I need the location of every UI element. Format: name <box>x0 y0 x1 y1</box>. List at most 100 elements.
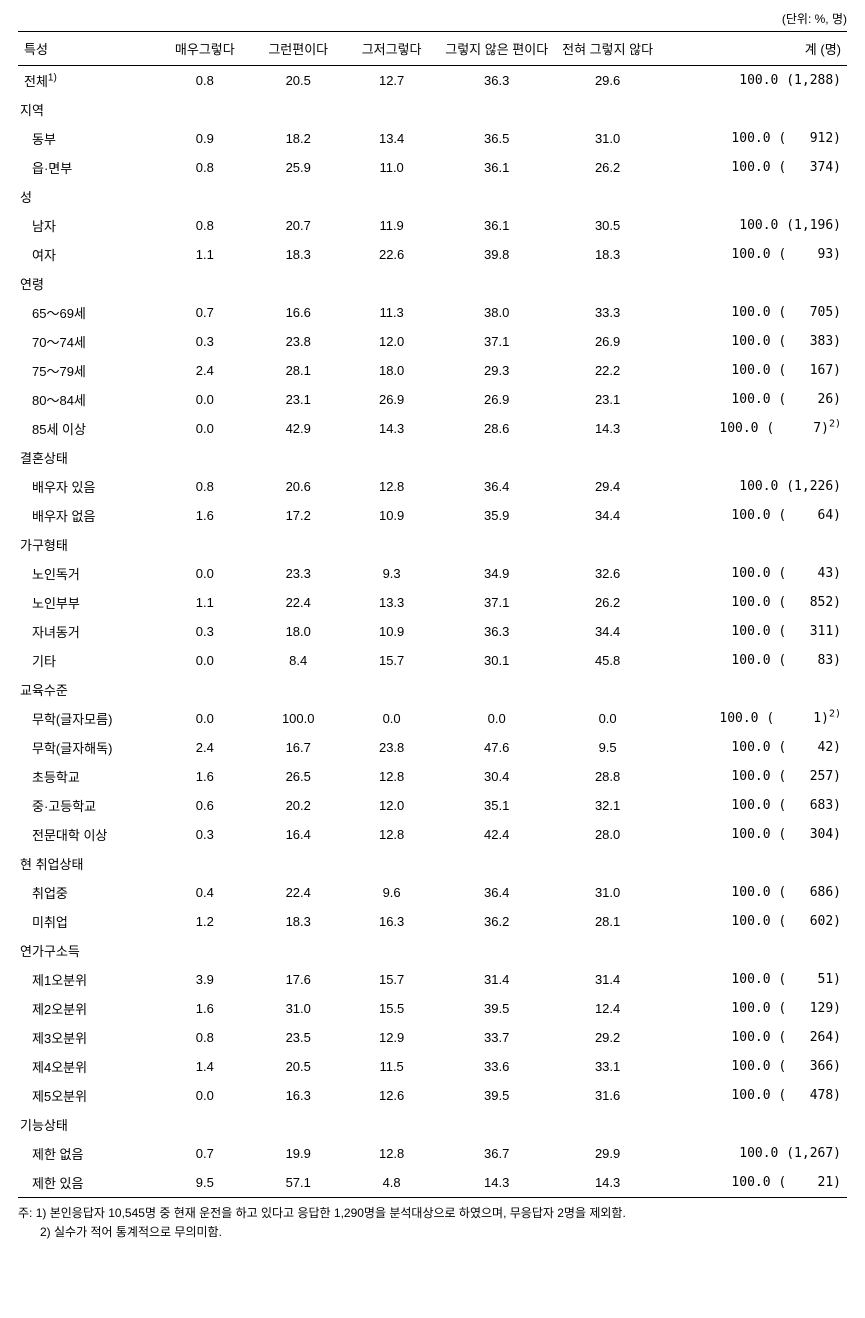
row-label: 제1오분위 <box>18 965 158 994</box>
value-cell: 100.0 <box>252 704 345 733</box>
table-row: 초등학교1.626.512.830.428.8100.0 ( 257) <box>18 762 847 791</box>
value-cell: 16.3 <box>345 907 438 936</box>
value-cell: 1.2 <box>158 907 251 936</box>
value-cell: 36.5 <box>438 124 555 153</box>
value-cell: 29.9 <box>555 1139 660 1168</box>
value-cell: 16.4 <box>252 820 345 849</box>
value-cell: 11.0 <box>345 153 438 182</box>
total-cell: 100.0 ( 311) <box>660 617 847 646</box>
value-cell: 18.3 <box>555 240 660 269</box>
value-cell: 0.6 <box>158 791 251 820</box>
value-cell: 36.1 <box>438 211 555 240</box>
value-cell: 23.8 <box>252 327 345 356</box>
value-cell: 9.5 <box>158 1168 251 1198</box>
value-cell: 34.4 <box>555 501 660 530</box>
value-cell: 1.6 <box>158 501 251 530</box>
value-cell: 32.1 <box>555 791 660 820</box>
empty-cell <box>438 443 555 472</box>
footnote-1: 주: 1) 본인응답자 10,545명 중 현재 운전을 하고 있다고 응답한 … <box>18 1204 847 1223</box>
row-label: 미취업 <box>18 907 158 936</box>
table-row: 취업중0.422.49.636.431.0100.0 ( 686) <box>18 878 847 907</box>
row-label: 제3오분위 <box>18 1023 158 1052</box>
row-label: 무학(글자해독) <box>18 733 158 762</box>
table-row: 제2오분위1.631.015.539.512.4100.0 ( 129) <box>18 994 847 1023</box>
total-cell: 100.0 ( 912) <box>660 124 847 153</box>
value-cell: 1.1 <box>158 240 251 269</box>
value-cell: 37.1 <box>438 588 555 617</box>
table-row: 전체1)0.820.512.736.329.6100.0 (1,288) <box>18 66 847 96</box>
value-cell: 26.9 <box>555 327 660 356</box>
value-cell: 31.4 <box>555 965 660 994</box>
table-section-header: 연령 <box>18 269 847 298</box>
value-cell: 15.5 <box>345 994 438 1023</box>
value-cell: 30.5 <box>555 211 660 240</box>
row-label: 무학(글자모름) <box>18 704 158 733</box>
value-cell: 17.6 <box>252 965 345 994</box>
value-cell: 0.3 <box>158 820 251 849</box>
value-cell: 28.6 <box>438 414 555 443</box>
row-label: 제한 없음 <box>18 1139 158 1168</box>
row-label: 중·고등학교 <box>18 791 158 820</box>
row-label: 노인독거 <box>18 559 158 588</box>
table-row: 기타0.08.415.730.145.8100.0 ( 83) <box>18 646 847 675</box>
table-body: 전체1)0.820.512.736.329.6100.0 (1,288)지역동부… <box>18 66 847 1198</box>
col-header-1: 매우그렇다 <box>158 32 251 66</box>
value-cell: 12.7 <box>345 66 438 96</box>
value-cell: 36.1 <box>438 153 555 182</box>
value-cell: 31.6 <box>555 1081 660 1110</box>
row-label: 제4오분위 <box>18 1052 158 1081</box>
total-cell: 100.0 ( 304) <box>660 820 847 849</box>
table-row: 65～69세0.716.611.338.033.3100.0 ( 705) <box>18 298 847 327</box>
value-cell: 0.0 <box>555 704 660 733</box>
value-cell: 12.9 <box>345 1023 438 1052</box>
empty-cell <box>158 269 251 298</box>
value-cell: 3.9 <box>158 965 251 994</box>
value-cell: 20.7 <box>252 211 345 240</box>
row-label: 남자 <box>18 211 158 240</box>
empty-cell <box>252 936 345 965</box>
value-cell: 15.7 <box>345 646 438 675</box>
value-cell: 0.7 <box>158 1139 251 1168</box>
value-cell: 0.0 <box>158 559 251 588</box>
table-row: 여자1.118.322.639.818.3100.0 ( 93) <box>18 240 847 269</box>
empty-cell <box>555 675 660 704</box>
value-cell: 30.4 <box>438 762 555 791</box>
empty-cell <box>345 675 438 704</box>
value-cell: 1.6 <box>158 762 251 791</box>
row-label: 취업중 <box>18 878 158 907</box>
value-cell: 8.4 <box>252 646 345 675</box>
table-section-header: 현 취업상태 <box>18 849 847 878</box>
row-label: 제한 있음 <box>18 1168 158 1198</box>
total-cell: 100.0 ( 257) <box>660 762 847 791</box>
empty-cell <box>345 269 438 298</box>
empty-cell <box>345 936 438 965</box>
value-cell: 18.0 <box>345 356 438 385</box>
value-cell: 29.6 <box>555 66 660 96</box>
value-cell: 30.1 <box>438 646 555 675</box>
table-row: 제5오분위0.016.312.639.531.6100.0 ( 478) <box>18 1081 847 1110</box>
value-cell: 11.3 <box>345 298 438 327</box>
value-cell: 39.5 <box>438 1081 555 1110</box>
value-cell: 14.3 <box>438 1168 555 1198</box>
value-cell: 42.9 <box>252 414 345 443</box>
table-row: 읍·면부0.825.911.036.126.2100.0 ( 374) <box>18 153 847 182</box>
total-cell: 100.0 (1,288) <box>660 66 847 96</box>
total-cell: 100.0 ( 374) <box>660 153 847 182</box>
section-label: 결혼상태 <box>18 443 158 472</box>
empty-cell <box>158 95 251 124</box>
value-cell: 57.1 <box>252 1168 345 1198</box>
empty-cell <box>660 849 847 878</box>
value-cell: 11.9 <box>345 211 438 240</box>
value-cell: 25.9 <box>252 153 345 182</box>
empty-cell <box>555 849 660 878</box>
empty-cell <box>345 530 438 559</box>
empty-cell <box>555 95 660 124</box>
value-cell: 12.4 <box>555 994 660 1023</box>
value-cell: 9.5 <box>555 733 660 762</box>
value-cell: 31.0 <box>555 124 660 153</box>
value-cell: 33.6 <box>438 1052 555 1081</box>
row-label: 제2오분위 <box>18 994 158 1023</box>
empty-cell <box>438 269 555 298</box>
empty-cell <box>555 182 660 211</box>
value-cell: 16.7 <box>252 733 345 762</box>
